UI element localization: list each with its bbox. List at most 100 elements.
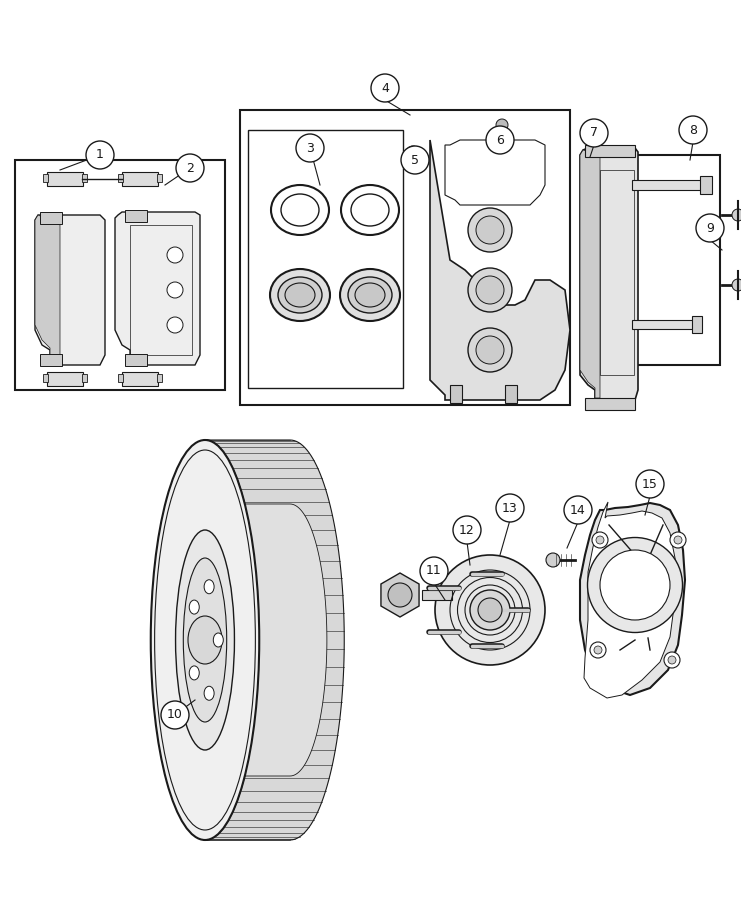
Text: 15: 15 [642, 478, 658, 491]
Bar [118, 174, 123, 182]
Bar [43, 174, 48, 182]
Polygon shape [445, 140, 545, 205]
Text: 2: 2 [186, 161, 194, 175]
Circle shape [476, 276, 504, 304]
Bar [157, 374, 162, 382]
Polygon shape [580, 150, 600, 398]
Ellipse shape [150, 440, 259, 840]
Ellipse shape [204, 580, 214, 594]
Bar [47, 372, 83, 386]
Bar [122, 372, 158, 386]
Circle shape [468, 328, 512, 372]
Bar [248, 130, 403, 388]
Ellipse shape [340, 269, 400, 321]
Circle shape [636, 470, 664, 498]
Circle shape [590, 642, 606, 658]
Text: 13: 13 [502, 501, 518, 515]
Text: 12: 12 [459, 524, 475, 536]
Circle shape [167, 282, 183, 298]
Circle shape [594, 646, 602, 654]
Circle shape [732, 209, 741, 221]
Circle shape [453, 516, 481, 544]
Circle shape [401, 146, 429, 174]
Ellipse shape [204, 687, 214, 700]
Circle shape [296, 134, 324, 162]
Ellipse shape [188, 616, 222, 664]
Circle shape [592, 532, 608, 548]
Bar [632, 320, 697, 329]
Polygon shape [35, 215, 105, 365]
Polygon shape [205, 440, 345, 840]
Text: 4: 4 [381, 82, 389, 94]
Text: 10: 10 [167, 708, 183, 722]
Polygon shape [580, 148, 638, 400]
Polygon shape [205, 504, 327, 776]
Ellipse shape [270, 269, 330, 321]
Ellipse shape [183, 558, 227, 722]
Circle shape [468, 208, 512, 252]
Bar [585, 398, 635, 410]
Polygon shape [381, 573, 419, 617]
Circle shape [406, 146, 420, 160]
Bar [40, 354, 62, 366]
Bar [632, 180, 707, 190]
Bar [692, 316, 702, 333]
Text: 5: 5 [411, 154, 419, 166]
Polygon shape [35, 215, 60, 362]
Circle shape [476, 216, 504, 244]
Ellipse shape [600, 550, 670, 620]
Circle shape [468, 268, 512, 312]
Ellipse shape [355, 283, 385, 307]
Circle shape [476, 336, 504, 364]
Ellipse shape [470, 590, 510, 630]
Circle shape [496, 494, 524, 522]
Bar [122, 172, 158, 186]
Ellipse shape [213, 633, 223, 647]
Circle shape [546, 553, 560, 567]
Ellipse shape [189, 666, 199, 680]
Text: 14: 14 [570, 503, 586, 517]
Bar [15, 160, 225, 390]
Circle shape [596, 536, 604, 544]
Ellipse shape [348, 277, 392, 313]
Circle shape [496, 119, 508, 131]
Bar [505, 385, 517, 403]
Text: 6: 6 [496, 133, 504, 147]
Text: 1: 1 [96, 148, 104, 161]
Text: 9: 9 [706, 221, 714, 235]
Bar [40, 212, 62, 224]
Bar [497, 128, 507, 144]
Text: 7: 7 [590, 127, 598, 140]
Circle shape [486, 126, 514, 154]
Bar [125, 210, 147, 222]
Polygon shape [115, 212, 200, 365]
Circle shape [732, 279, 741, 291]
Bar [240, 110, 570, 405]
Bar [47, 172, 83, 186]
Circle shape [664, 652, 680, 668]
Bar [422, 590, 452, 600]
Bar [82, 174, 87, 182]
Bar [700, 176, 712, 194]
Polygon shape [430, 140, 570, 400]
Bar [600, 170, 634, 375]
Circle shape [674, 536, 682, 544]
Circle shape [564, 496, 592, 524]
Circle shape [580, 119, 608, 147]
Ellipse shape [189, 600, 199, 614]
Circle shape [668, 656, 676, 664]
Bar [82, 374, 87, 382]
Circle shape [670, 532, 686, 548]
Bar [585, 145, 635, 157]
Circle shape [86, 141, 114, 169]
Bar [43, 374, 48, 382]
Circle shape [167, 317, 183, 333]
Ellipse shape [263, 540, 317, 740]
Ellipse shape [285, 283, 315, 307]
Ellipse shape [176, 530, 234, 750]
Bar [157, 174, 162, 182]
Ellipse shape [478, 598, 502, 622]
Ellipse shape [588, 537, 682, 633]
Polygon shape [584, 502, 677, 698]
Ellipse shape [278, 277, 322, 313]
